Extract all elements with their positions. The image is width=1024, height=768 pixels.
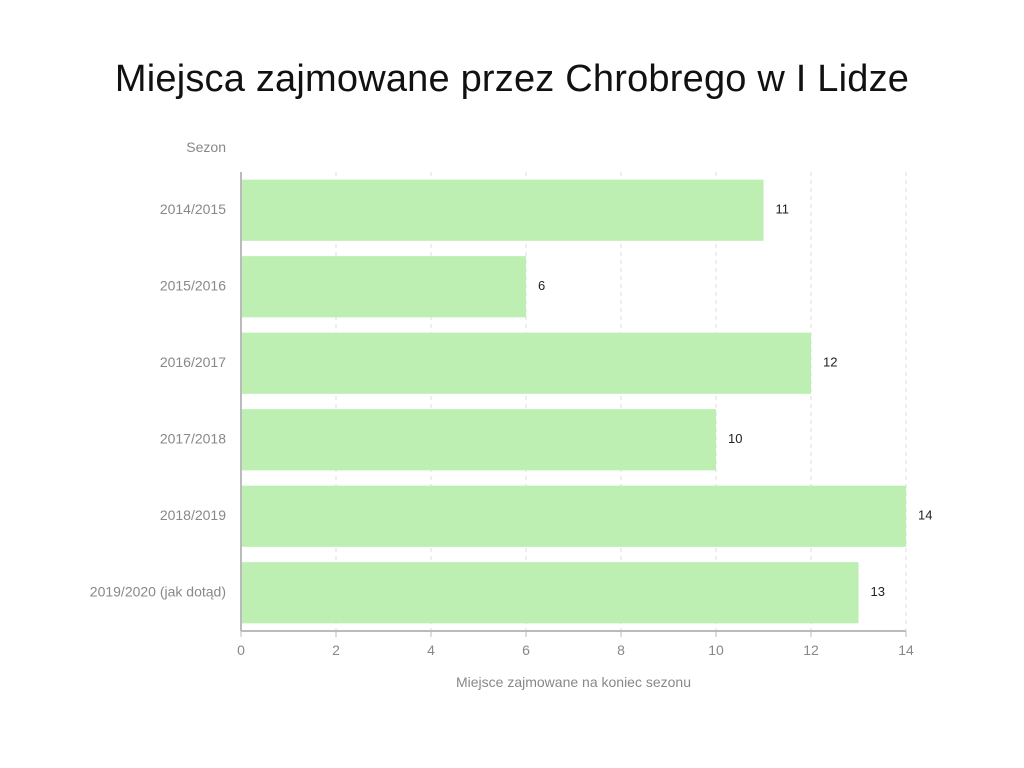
x-tick-label: 14 — [898, 642, 914, 658]
data-label: 12 — [823, 355, 837, 370]
bar — [241, 562, 859, 624]
axes — [240, 172, 907, 637]
x-tick-label: 10 — [708, 642, 724, 658]
category-label: 2015/2016 — [160, 277, 226, 293]
bars — [241, 179, 906, 624]
bar — [241, 179, 764, 241]
labels: 2014/2015 11 2015/2016 6 2016/2017 12 2017/201… — [90, 139, 933, 690]
y-axis-title: Sezon — [186, 139, 226, 155]
category-label: 2014/2015 — [160, 201, 226, 217]
data-label: 10 — [728, 431, 742, 446]
bar — [241, 332, 811, 394]
data-label: 14 — [918, 508, 932, 523]
data-label: 6 — [538, 278, 545, 293]
category-label: 2017/2018 — [160, 430, 226, 446]
bar — [241, 485, 906, 547]
x-tick-label: 12 — [803, 642, 819, 658]
x-tick-label: 2 — [332, 642, 340, 658]
chart-title: Miejsca zajmowane przez Chrobrego w I Li… — [114, 58, 910, 100]
x-tick-label: 8 — [617, 642, 625, 658]
bar — [241, 409, 716, 471]
x-tick-label: 0 — [237, 642, 245, 658]
x-axis-title: Miejsce zajmowane na koniec sezonu — [456, 674, 691, 690]
category-label: 2018/2019 — [160, 507, 226, 523]
category-label: 2016/2017 — [160, 354, 226, 370]
bar — [241, 256, 526, 318]
data-label: 11 — [776, 202, 790, 217]
x-tick-label: 6 — [522, 642, 530, 658]
category-label: 2019/2020 (jak dotąd) — [90, 583, 226, 599]
x-tick-label: 4 — [427, 642, 435, 658]
data-label: 13 — [871, 584, 885, 599]
